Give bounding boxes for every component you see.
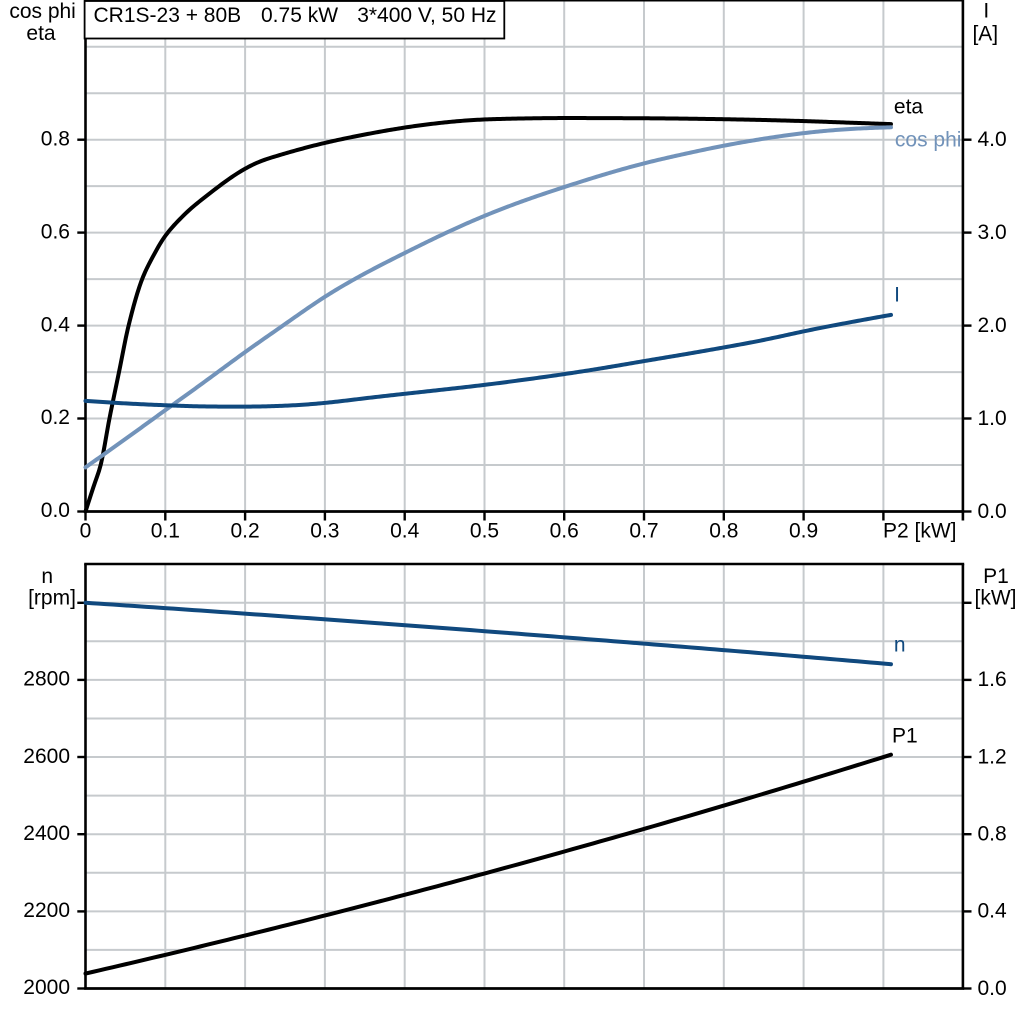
svg-text:P1: P1: [983, 565, 1009, 588]
svg-text:P2 [kW]: P2 [kW]: [883, 520, 957, 543]
svg-text:4.0: 4.0: [978, 128, 1007, 151]
svg-text:2800: 2800: [23, 668, 70, 691]
svg-text:0.8: 0.8: [978, 823, 1007, 846]
svg-text:0.8: 0.8: [709, 520, 738, 543]
svg-text:2.0: 2.0: [978, 314, 1007, 337]
svg-text:cos phi: cos phi: [9, 0, 76, 23]
svg-text:0.75 kW: 0.75 kW: [261, 4, 338, 27]
svg-text:2600: 2600: [23, 745, 70, 768]
svg-text:0.6: 0.6: [41, 220, 70, 243]
svg-text:0.2: 0.2: [41, 406, 70, 429]
svg-text:I: I: [983, 0, 989, 23]
svg-text:[rpm]: [rpm]: [28, 587, 76, 610]
svg-text:0.2: 0.2: [230, 520, 259, 543]
svg-text:eta: eta: [894, 95, 924, 118]
svg-text:n: n: [894, 633, 906, 656]
svg-text:cos phi: cos phi: [895, 129, 962, 152]
svg-text:0.4: 0.4: [978, 900, 1008, 923]
svg-text:2200: 2200: [23, 899, 70, 922]
svg-text:1.0: 1.0: [978, 407, 1007, 430]
svg-text:0.0: 0.0: [41, 499, 70, 522]
svg-text:3*400 V, 50 Hz: 3*400 V, 50 Hz: [357, 4, 496, 27]
svg-text:0.8: 0.8: [41, 127, 70, 150]
svg-text:0.4: 0.4: [390, 520, 420, 543]
svg-text:[kW]: [kW]: [975, 587, 1017, 610]
svg-text:0.0: 0.0: [978, 500, 1007, 523]
svg-text:0.1: 0.1: [151, 520, 180, 543]
svg-text:I: I: [894, 283, 900, 306]
svg-text:1.2: 1.2: [978, 745, 1007, 768]
svg-text:n: n: [41, 565, 53, 588]
svg-text:2400: 2400: [23, 822, 70, 845]
svg-text:0.6: 0.6: [550, 520, 579, 543]
svg-text:2000: 2000: [23, 976, 70, 999]
svg-text:0: 0: [80, 520, 92, 543]
svg-text:0.9: 0.9: [789, 520, 818, 543]
svg-text:0.3: 0.3: [310, 520, 339, 543]
svg-text:eta: eta: [26, 22, 56, 45]
svg-text:3.0: 3.0: [978, 221, 1007, 244]
svg-text:P1: P1: [892, 724, 918, 747]
svg-text:CR1S-23 + 80B: CR1S-23 + 80B: [94, 4, 242, 27]
svg-text:0.5: 0.5: [470, 520, 499, 543]
svg-text:1.6: 1.6: [978, 668, 1007, 691]
svg-text:0.7: 0.7: [629, 520, 658, 543]
svg-text:[A]: [A]: [972, 22, 998, 45]
svg-text:0.0: 0.0: [978, 977, 1007, 1000]
svg-text:0.4: 0.4: [41, 313, 71, 336]
